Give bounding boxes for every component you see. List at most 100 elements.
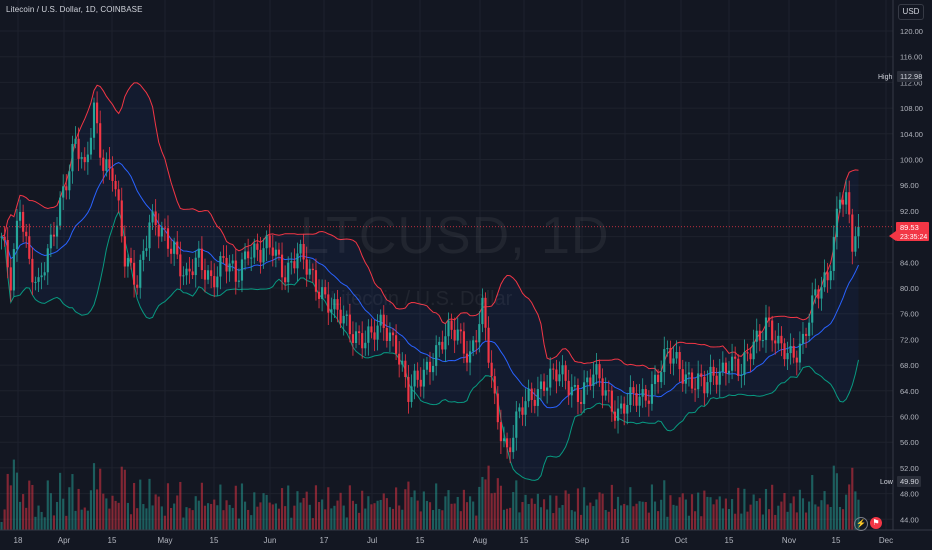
volume-bar [200,482,203,530]
candle-body [342,315,345,324]
volume-bar [444,496,447,530]
candle-body [330,309,333,313]
volume-bar [521,502,524,530]
candle-body [743,352,746,375]
candle-body [133,262,136,285]
candle-body [549,368,552,388]
candle-body [12,249,15,291]
high-marker: High 112.98 [878,71,922,82]
candle-body [641,389,644,397]
candle-body [435,345,438,366]
price-tick: 112.00 [900,78,922,87]
candle-body [188,268,191,272]
volume-bar [154,494,157,530]
volume-bar [358,512,361,530]
time-tick: Nov [782,536,796,545]
candle-body [595,364,598,375]
candle-body [734,356,737,359]
candle-body [564,365,567,381]
volume-bar [555,495,558,530]
volume-bar [114,500,117,530]
volume-bar [398,505,401,530]
candle-body [660,372,663,383]
volume-bar [311,518,314,530]
candle-body [145,248,148,251]
volume-bar [718,496,721,530]
volume-bar [546,509,549,530]
volume-bar [46,480,49,530]
volume-bar [512,492,515,530]
last-price-badge: 89.53 23:35:24 [889,222,929,241]
candle-body [851,214,854,252]
currency-button[interactable]: USD [898,4,924,20]
candle-body [752,341,755,360]
volume-bar [96,489,99,530]
volume-bar [669,495,672,530]
volume-bar [364,508,367,530]
price-tick: 96.00 [900,181,919,190]
candle-body [678,352,681,370]
flag-icon[interactable]: ⚑ [870,517,882,529]
volume-bar [632,506,635,530]
candle-body [407,377,410,402]
volume-bar [287,485,290,530]
candle-body [808,322,811,336]
lower-band-line [1,210,859,481]
volume-bar [475,515,478,530]
candle-body [89,137,93,155]
volume-bar [197,500,200,530]
lightning-icon[interactable]: ⚡ [854,517,868,531]
volume-bar [561,505,564,530]
volume-bar [407,481,410,530]
candle-body [755,330,758,342]
volume-bar [567,493,570,530]
volume-bar [570,510,573,530]
candle-body [34,281,37,283]
volume-bar [783,493,786,530]
volume-bar [52,515,56,530]
volume-bar [330,508,333,530]
candle-body [364,342,367,349]
volume-bar [259,502,262,530]
volume-bar [9,485,12,530]
volume-bar [37,505,40,530]
volume-bar [697,492,700,530]
candle-body [570,386,573,396]
volume-bar [416,500,419,530]
candle-body [848,192,851,215]
candle-body [601,378,604,396]
volume-bar [348,485,351,530]
candle-body [604,390,607,396]
volume-bar [55,501,59,530]
candle-body [351,334,355,344]
volume-bar [758,498,761,530]
candle-body [792,345,795,358]
volume-bar [761,514,764,530]
volume-bar [641,501,644,530]
volume-bar [361,490,364,530]
candle-body [715,375,718,385]
volume-bar [786,511,789,530]
candle-body [484,297,487,328]
candle-body [253,243,256,258]
candle-body [287,262,290,283]
volume-bar [854,491,857,530]
candle-body [838,199,842,209]
volume-bar [102,493,105,530]
volume-bar [182,517,185,530]
candle-body [539,381,543,390]
candle-body [419,379,422,387]
volume-bar [700,516,703,530]
volume-bar [530,498,533,530]
volume-bar [484,479,487,530]
candle-body [438,341,441,346]
volume-bar [59,472,62,530]
candle-body [314,270,318,292]
candle-body [789,345,792,354]
volume-bar [573,511,576,530]
volume-bar [49,493,52,530]
candle-body [653,374,657,385]
candle-body [478,324,481,343]
candle-body [9,267,12,291]
